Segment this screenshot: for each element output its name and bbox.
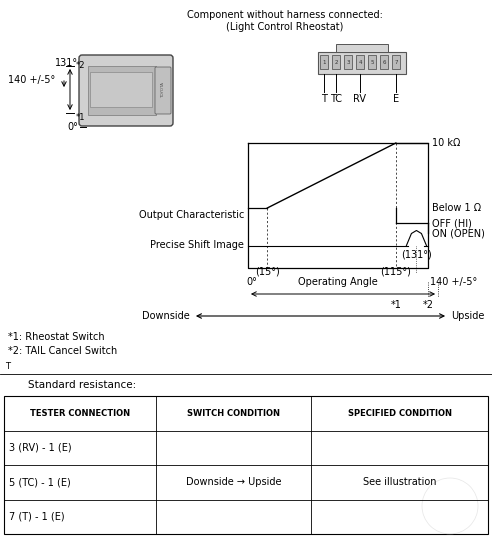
Text: *2: *2 [423,300,433,310]
Bar [332,55,340,69]
FancyBboxPatch shape [155,67,171,114]
Text: Operating Angle: Operating Angle [298,277,378,287]
Text: Precise Shift Image: Precise Shift Image [150,240,244,251]
Text: 6: 6 [382,60,386,65]
Text: See illustration: See illustration [363,477,436,487]
Text: 3: 3 [346,60,350,65]
Text: T: T [5,362,10,371]
Bar [344,55,352,69]
Text: RV: RV [353,94,367,104]
Text: 5: 5 [370,60,374,65]
Text: SWITCH CONDITION: SWITCH CONDITION [187,409,280,417]
Bar [336,44,388,52]
Bar [88,66,156,115]
Bar [356,55,364,69]
Text: Upside: Upside [451,311,485,321]
Text: 140 +/-5°: 140 +/-5° [8,75,55,85]
Text: 1: 1 [322,60,326,65]
Text: 4: 4 [358,60,362,65]
Text: 3 (RV) - 1 (E): 3 (RV) - 1 (E) [9,443,72,453]
Text: *2: *2 [76,61,86,70]
Text: TC: TC [330,94,342,104]
Bar [368,55,376,69]
Text: TESTER CONNECTION: TESTER CONNECTION [30,409,130,417]
Text: 5 (TC) - 1 (E): 5 (TC) - 1 (E) [9,477,71,487]
Text: 0°: 0° [67,122,78,132]
Text: (131°): (131°) [401,250,432,259]
Text: *1: *1 [391,300,401,310]
Text: Downside: Downside [142,311,190,321]
Text: 2: 2 [334,60,338,65]
Text: 7 (T) - 1 (E): 7 (T) - 1 (E) [9,512,64,522]
Text: 0°: 0° [246,277,257,287]
Text: (15°): (15°) [255,266,279,276]
Text: SPECIFIED CONDITION: SPECIFIED CONDITION [348,409,452,417]
Text: *1: Rheostat Switch: *1: Rheostat Switch [8,332,105,342]
Text: 7: 7 [394,60,398,65]
Bar [318,52,406,74]
Text: OFF (HI): OFF (HI) [432,218,472,228]
Text: Component without harness connected:
(Light Control Rheostat): Component without harness connected: (Li… [187,10,383,32]
Text: Below 1 Ω: Below 1 Ω [432,203,481,213]
Text: 131°: 131° [55,58,78,68]
Text: *1: *1 [76,112,86,122]
Bar [380,55,388,69]
Text: Downside → Upside: Downside → Upside [186,477,281,487]
Text: 140 +/-5°: 140 +/-5° [430,277,477,287]
Text: (115°): (115°) [380,266,411,276]
Text: TOYOTA: TOYOTA [161,82,165,98]
Text: 10 kΩ: 10 kΩ [432,138,461,148]
Text: T: T [321,94,327,104]
Text: Standard resistance:: Standard resistance: [28,380,136,390]
Bar [320,55,328,69]
Text: Output Characteristic: Output Characteristic [139,210,244,221]
FancyBboxPatch shape [79,55,173,126]
Bar [90,72,152,107]
Bar [392,55,400,69]
Text: E: E [393,94,399,104]
Bar [4,396,488,534]
Text: ON (OPEN): ON (OPEN) [432,228,485,238]
Text: *2: TAIL Cancel Switch: *2: TAIL Cancel Switch [8,346,117,356]
